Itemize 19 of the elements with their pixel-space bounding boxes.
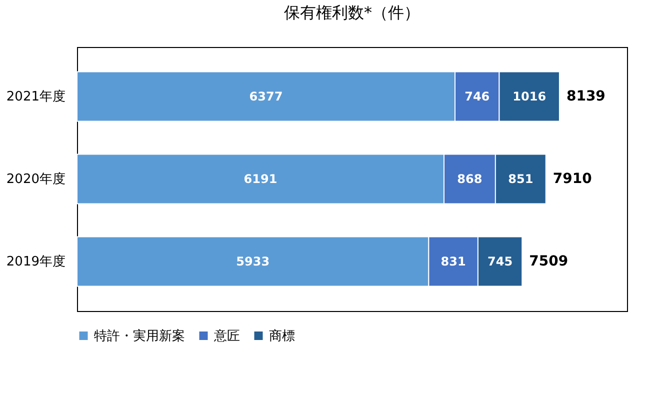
- data-label: 745: [488, 254, 513, 268]
- y-tick-label: 2020年度: [6, 171, 66, 187]
- legend-label: 意匠: [213, 328, 240, 344]
- data-label: 831: [440, 254, 466, 268]
- chart-title: 保有権利数*（件）: [284, 3, 420, 22]
- data-label: 5933: [236, 254, 270, 268]
- y-tick-label: 2019年度: [6, 254, 66, 270]
- total-label: 7910: [552, 171, 592, 187]
- data-label: 851: [508, 172, 534, 186]
- total-label: 8139: [566, 88, 606, 104]
- legend-label: 商標: [269, 328, 295, 344]
- total-label: 7509: [529, 254, 568, 270]
- data-label: 1016: [512, 90, 546, 104]
- y-tick-label: 2021年度: [6, 88, 66, 104]
- data-label: 746: [464, 90, 490, 104]
- data-label: 6191: [244, 172, 278, 186]
- data-label: 868: [457, 172, 482, 186]
- data-label: 6377: [249, 90, 283, 104]
- legend-label: 特許・実用新案: [94, 328, 185, 344]
